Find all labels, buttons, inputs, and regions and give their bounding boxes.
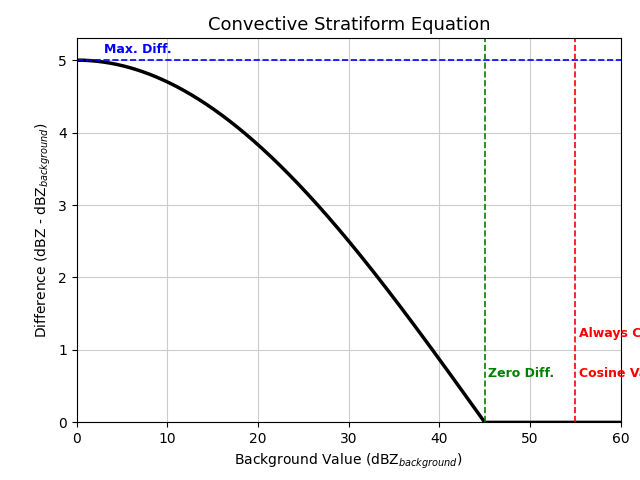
Text: Max. Diff.: Max. Diff. [104,43,172,56]
Text: Always Core: Always Core [579,327,640,340]
Y-axis label: Difference (dBZ - dBZ$_{background}$): Difference (dBZ - dBZ$_{background}$) [33,122,52,338]
Text: Zero Diff.: Zero Diff. [488,368,554,381]
Title: Convective Stratiform Equation: Convective Stratiform Equation [207,16,490,34]
X-axis label: Background Value (dBZ$_{background}$): Background Value (dBZ$_{background}$) [234,452,463,471]
Text: Cosine Val.: Cosine Val. [579,368,640,381]
